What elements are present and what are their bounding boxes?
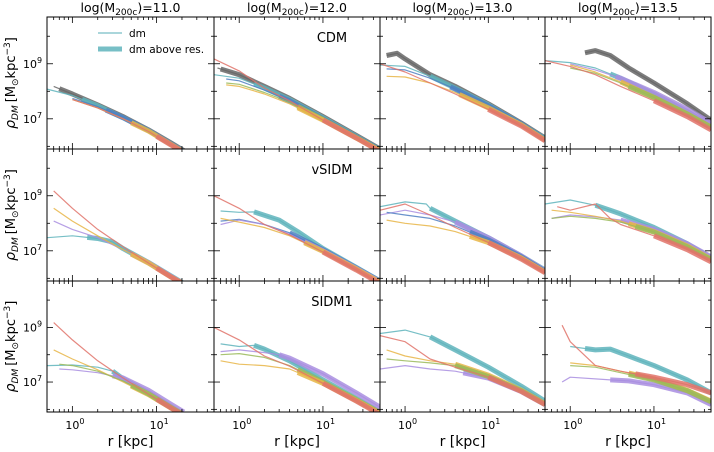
y-axis-title: ρDM[M⊙kpc−3] [3, 37, 21, 129]
y-axis-title: ρDM[M⊙kpc−3] [3, 169, 21, 261]
legend: dm dm above res. [98, 28, 204, 56]
series-above-res-halo-red [487, 107, 545, 143]
column-title: log(M200c)=11.0 [80, 0, 180, 18]
series-line-halo-red [380, 203, 545, 274]
y-tick-label: 109 [23, 188, 42, 203]
legend-label: dm above res. [129, 44, 204, 56]
x-axis-title: r [kpc] [440, 434, 486, 450]
panel-frame [544, 280, 712, 413]
panel-series [47, 190, 185, 281]
x-tick-label: 101 [150, 417, 169, 432]
series-above-res-halo-purple [278, 352, 380, 410]
panel-vsidm-2 [379, 148, 546, 282]
series-above-res-halo-red [652, 98, 711, 132]
series-above-res-halo-purple [615, 74, 711, 126]
y-tick-label: 109 [23, 56, 42, 71]
column-title: log(M200c)=13.0 [412, 0, 512, 18]
panel-ticks [213, 281, 380, 412]
series-above-res-halo-teal [584, 346, 711, 396]
row-label: SIDM1 [311, 295, 353, 310]
figure-annotations: log(M200c)=11.0 log(M200c)=12.0 log(M200c)… [3, 0, 678, 450]
panel-ticks [379, 281, 545, 412]
y-tick-label: 109 [23, 319, 42, 334]
panel-series [214, 195, 380, 281]
panel-series [380, 329, 545, 407]
panel-cdm-0: 107 109 [23, 16, 215, 150]
series-above-res-halo-dark [584, 48, 711, 123]
x-tick-label: 100 [232, 417, 251, 432]
series-above-res-halo-red [321, 117, 380, 149]
panel-cdm-2 [379, 16, 546, 150]
y-tick-label: 107 [23, 374, 42, 389]
panel-series [561, 324, 711, 407]
series-line-halo-red [545, 60, 711, 131]
panel-series [545, 199, 711, 265]
y-tick-label: 107 [23, 111, 42, 126]
panel-vsidm-1: vSIDM [213, 148, 381, 282]
series-above-res-halo-red [487, 374, 545, 407]
panel-ticks [544, 281, 711, 412]
panel-ticks [379, 149, 545, 281]
y-axis-title: ρDM[M⊙kpc−3] [3, 301, 21, 393]
x-tick-label: 101 [647, 417, 666, 432]
panel-series [545, 48, 711, 132]
series-above-res-halo-red [487, 240, 545, 275]
series-line-halo-purple [380, 209, 545, 272]
panel-ticks [213, 149, 380, 281]
y-tick-label: 107 [23, 243, 42, 258]
panel-ticks [46, 281, 214, 412]
panel-cdm-1: CDM [213, 16, 381, 150]
series-above-res-halo-red [155, 134, 183, 149]
panel-ticks [46, 149, 214, 281]
series-above-res-halo-purple [112, 373, 186, 412]
x-tick-label: 101 [481, 417, 500, 432]
row-label: vSIDM [311, 163, 352, 178]
panel-sidm1-3: 100 101 [544, 280, 712, 432]
series-line-halo-red [380, 63, 545, 142]
panel-vsidm-0: 107 109 [23, 148, 215, 282]
panel-series [380, 50, 545, 143]
panel-frame [213, 148, 381, 282]
series-above-res-halo-red [155, 397, 183, 412]
panel-series [47, 85, 186, 149]
column-title: log(M200c)=12.0 [247, 0, 347, 18]
series-above-res-halo-red [321, 249, 380, 281]
series-above-res-halo-teal [428, 334, 545, 404]
panel-series [214, 58, 380, 149]
panel-grid: 107 109 CDM 107 109 vSIDM 107 109 100 101 SIDM1 100… [23, 16, 712, 432]
x-tick-label: 100 [398, 417, 417, 432]
series-line-halo-blue [386, 211, 545, 272]
x-tick-label: 100 [65, 417, 84, 432]
row-label: CDM [317, 31, 347, 46]
panel-sidm1-1: SIDM1 100 101 [213, 280, 381, 432]
panel-frame [213, 16, 381, 150]
panel-vsidm-3 [544, 148, 712, 282]
column-title: log(M200c)=13.5 [578, 0, 678, 18]
series-above-res-halo-red [653, 233, 711, 265]
panel-series [47, 322, 186, 412]
panel-ticks [379, 17, 545, 149]
panel-frame [379, 16, 546, 150]
panel-ticks [213, 17, 380, 149]
series-line-halo-red [557, 203, 711, 263]
panel-frame [46, 148, 215, 282]
panel-sidm1-2: 100 101 [379, 280, 546, 432]
panel-series [380, 201, 545, 275]
panel-cdm-3 [544, 16, 712, 150]
series-above-res-halo-red [155, 265, 183, 281]
series-above-res-halo-red [321, 381, 380, 412]
series-above-res-halo-red [634, 371, 711, 396]
panel-sidm1-0: 107 109 100 101 [23, 280, 215, 432]
x-tick-label: 100 [563, 417, 582, 432]
series-line-halo-yellow [386, 75, 545, 141]
x-axis-title: r [kpc] [605, 434, 651, 450]
x-tick-label: 101 [316, 417, 335, 432]
x-axis-title: r [kpc] [274, 434, 320, 450]
x-axis-title: r [kpc] [108, 434, 154, 450]
panel-frame [46, 280, 215, 413]
panel-series [214, 326, 380, 412]
legend-label: dm [129, 28, 146, 40]
